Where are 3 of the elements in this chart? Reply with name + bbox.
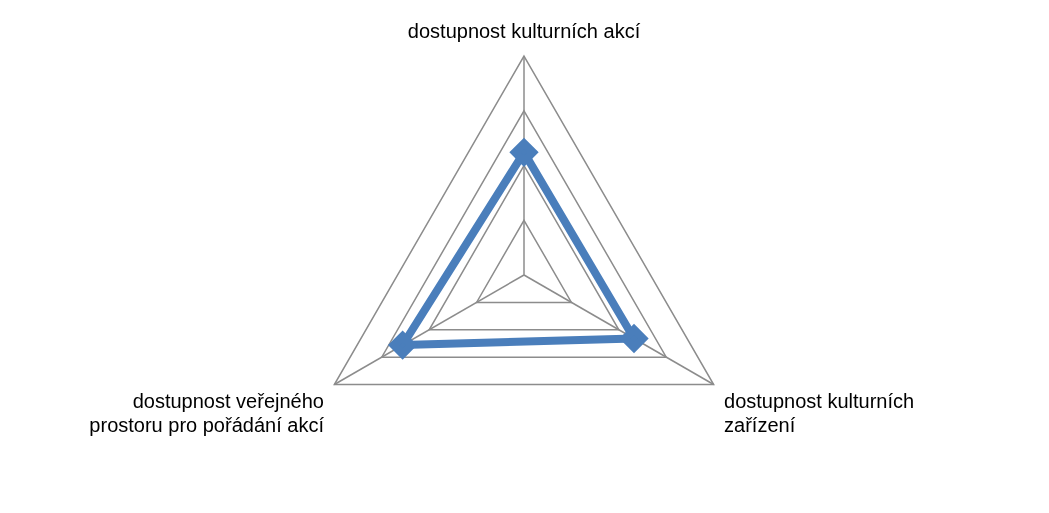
spoke-label: dostupnost kulturních akcí [407, 19, 641, 42]
spoke-label: dostupnost veřejného prostoru pro pořádání akcí [89, 390, 325, 437]
spoke-label: dostupnost kulturních zařízení [724, 390, 915, 437]
